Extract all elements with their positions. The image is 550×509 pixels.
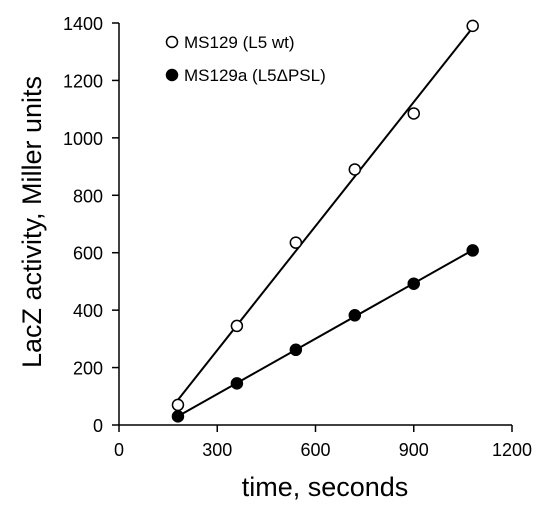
data-point-series-2: [230, 377, 244, 390]
y-tick-label: 400: [73, 301, 103, 321]
axes: 0 300 600 900 1200 0 200 400 600 800 1000 1200 1400: [63, 14, 532, 460]
data-point-series-2: [348, 309, 362, 322]
data-point-series-1: [289, 236, 303, 249]
legend-marker-series-2: [165, 68, 179, 82]
x-axis-title: time, seconds: [242, 472, 409, 502]
data-point-series-1: [230, 319, 244, 333]
y-tick-label: 1000: [63, 129, 103, 149]
y-tick-label: 0: [93, 416, 103, 436]
x-tick-label: 300: [202, 440, 232, 460]
trendline-series-2: [177, 249, 474, 418]
data-point-series-2: [289, 343, 303, 357]
trendline-series-1: [177, 26, 474, 401]
x-tick-label: 600: [300, 440, 330, 460]
data-point-series-1: [466, 19, 479, 33]
y-tick-label: 800: [73, 186, 103, 206]
y-tick-label: 1200: [63, 71, 103, 91]
legend: MS129 (L5 wt) MS129a (L5ΔPSL): [165, 33, 326, 85]
y-ticks: 0 200 400 600 800 1000 1200 1400: [63, 14, 119, 436]
data-point-series-1: [348, 163, 362, 176]
data-points: [171, 19, 479, 423]
x-tick-label: 1200: [492, 440, 532, 460]
data-point-series-2: [171, 410, 185, 423]
legend-marker-series-1: [165, 35, 179, 49]
y-tick-label: 600: [73, 244, 103, 264]
y-axis-title: LacZ activity, Miller units: [17, 76, 47, 368]
legend-label-series-2: MS129a (L5ΔPSL): [184, 66, 326, 85]
data-point-series-2: [466, 244, 479, 257]
x-ticks: 0 300 600 900 1200: [114, 425, 532, 460]
data-point-series-1: [171, 398, 185, 412]
y-tick-label: 200: [73, 359, 103, 379]
data-point-series-2: [407, 277, 420, 290]
data-point-series-1: [407, 107, 420, 120]
y-tick-label: 1400: [63, 14, 103, 34]
trendlines: [177, 26, 474, 418]
x-tick-label: 900: [399, 440, 429, 460]
legend-label-series-1: MS129 (L5 wt): [184, 33, 295, 52]
x-tick-label: 0: [114, 440, 124, 460]
